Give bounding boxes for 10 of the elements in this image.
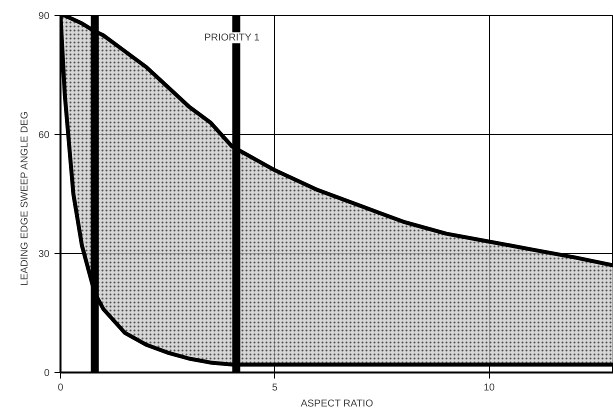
- x-tick-label: 0: [58, 382, 64, 394]
- y-tick-label: 90: [38, 11, 50, 22]
- y-axis-title: LEADING EDGE SWEEP ANGLE DEG: [19, 111, 30, 286]
- y-tick-label: 30: [38, 249, 50, 260]
- annotation: PRIORITY 1: [204, 32, 260, 44]
- x-tick-label: 10: [484, 382, 496, 394]
- x-tick-label: 5: [272, 382, 278, 394]
- y-tick-label: 0: [44, 368, 50, 379]
- y-tick-label: 60: [38, 130, 50, 141]
- x-axis-title: ASPECT RATIO: [300, 398, 374, 410]
